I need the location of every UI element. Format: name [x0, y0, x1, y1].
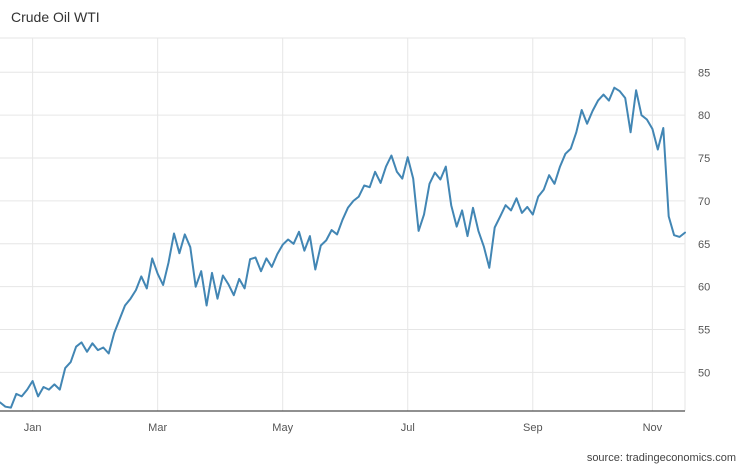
x-tick-label: Jan [24, 422, 42, 434]
y-tick-label: 70 [698, 196, 710, 208]
x-tick-label: Nov [643, 422, 663, 434]
y-tick-label: 65 [698, 239, 710, 251]
y-tick-label: 75 [698, 153, 710, 165]
x-tick-label: Sep [523, 422, 543, 434]
y-tick-label: 80 [698, 110, 710, 122]
source-credit: source: tradingeconomics.com [586, 452, 736, 464]
y-tick-label: 60 [698, 282, 710, 294]
x-tick-label: Jul [401, 422, 415, 434]
x-tick-label: Mar [148, 422, 167, 434]
grid [0, 37, 686, 411]
chart-title: Crude Oil WTI [11, 9, 100, 25]
y-tick-label: 85 [698, 67, 710, 79]
x-tick-label: May [272, 422, 293, 434]
series-line [0, 86, 686, 409]
data-points [0, 88, 685, 408]
y-axis-ticks: 50 55 60 65 70 75 80 85 [698, 67, 710, 379]
y-tick-label: 50 [698, 367, 710, 379]
x-axis-ticks: Jan Mar May Jul Sep Nov [24, 422, 663, 434]
y-tick-label: 55 [698, 325, 710, 337]
